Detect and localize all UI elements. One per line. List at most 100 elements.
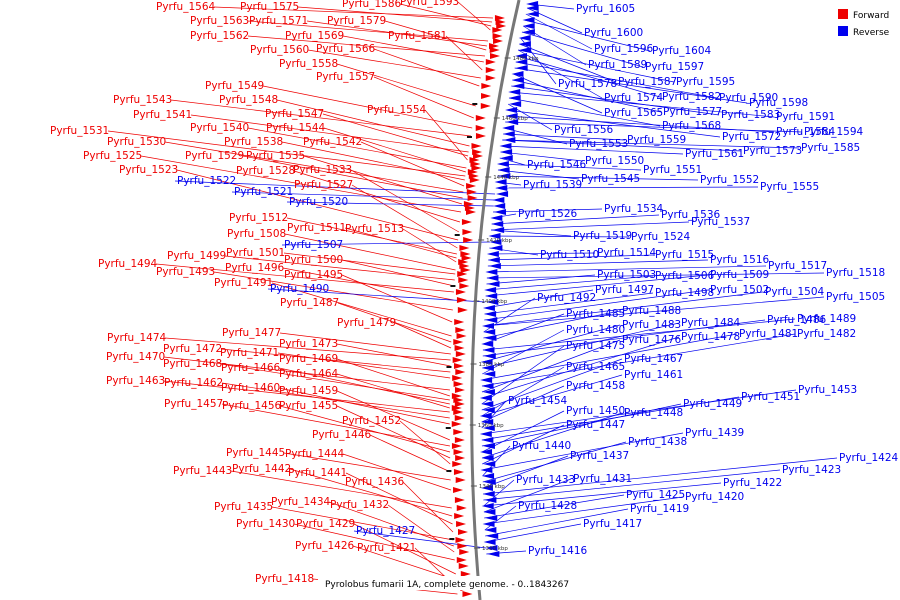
forward-feature-label[interactable]: Pyrfu_1499 (167, 250, 226, 262)
forward-feature-label[interactable]: Pyrfu_1529 (185, 150, 244, 162)
reverse-feature-label[interactable]: Pyrfu_1568 (662, 120, 721, 132)
forward-feature-label[interactable]: Pyrfu_1500 (284, 254, 343, 266)
reverse-feature-label[interactable]: Pyrfu_1552 (700, 174, 759, 186)
reverse-feature-label[interactable]: Pyrfu_1480 (566, 324, 625, 336)
reverse-feature-label[interactable]: Pyrfu_1574 (604, 92, 664, 104)
reverse-feature-label[interactable]: Pyrfu_1584 (776, 126, 836, 138)
forward-feature-label[interactable]: Pyrfu_1474 (107, 332, 167, 344)
forward-feature-label[interactable]: Pyrfu_1579 (327, 15, 386, 27)
reverse-feature-label[interactable]: Pyrfu_1486 (767, 314, 827, 326)
reverse-feature-label[interactable]: Pyrfu_1520 (289, 196, 348, 208)
forward-feature-label[interactable]: Pyrfu_1566 (316, 43, 376, 55)
forward-feature-label[interactable]: Pyrfu_1470 (106, 351, 165, 363)
reverse-feature-label[interactable]: Pyrfu_1417 (583, 518, 642, 530)
reverse-feature-label[interactable]: Pyrfu_1458 (566, 380, 625, 392)
reverse-feature-label[interactable]: Pyrfu_1526 (518, 208, 578, 220)
reverse-feature-label[interactable]: Pyrfu_1465 (566, 361, 625, 373)
reverse-feature-label[interactable]: Pyrfu_1519 (573, 230, 632, 242)
forward-feature-label[interactable]: Pyrfu_1479 (337, 317, 396, 329)
reverse-feature-label[interactable]: Pyrfu_1437 (570, 450, 629, 462)
forward-feature-label[interactable]: Pyrfu_1455 (279, 400, 338, 412)
forward-feature-label[interactable]: Pyrfu_1586 (342, 0, 402, 10)
reverse-feature-label[interactable]: Pyrfu_1597 (645, 61, 704, 73)
reverse-feature-label[interactable]: Pyrfu_1440 (512, 440, 571, 452)
reverse-feature-label[interactable]: Pyrfu_1551 (643, 164, 702, 176)
reverse-feature-label[interactable]: Pyrfu_1424 (839, 452, 899, 464)
reverse-feature-label[interactable]: Pyrfu_1451 (741, 391, 800, 403)
forward-feature-label[interactable]: Pyrfu_1581 (388, 30, 447, 42)
forward-feature-label[interactable]: Pyrfu_1496 (225, 262, 285, 274)
forward-feature-label[interactable]: Pyrfu_1511 (287, 222, 346, 234)
reverse-feature-label[interactable]: Pyrfu_1438 (628, 436, 687, 448)
forward-feature-label[interactable]: Pyrfu_1530 (107, 136, 166, 148)
reverse-feature-label[interactable]: Pyrfu_1478 (681, 331, 740, 343)
reverse-feature-label[interactable]: Pyrfu_1534 (604, 203, 664, 215)
forward-feature-label[interactable]: Pyrfu_1418 (255, 573, 314, 585)
reverse-feature-label[interactable]: Pyrfu_1514 (597, 247, 657, 259)
reverse-feature-label[interactable]: Pyrfu_1488 (622, 305, 681, 317)
reverse-feature-label[interactable]: Pyrfu_1577 (663, 106, 722, 118)
forward-feature-label[interactable]: Pyrfu_1541 (133, 109, 192, 121)
reverse-feature-label[interactable]: Pyrfu_1539 (523, 179, 582, 191)
reverse-feature-label[interactable]: Pyrfu_1447 (566, 419, 625, 431)
forward-feature-label[interactable]: Pyrfu_1564 (156, 1, 216, 13)
forward-feature-label[interactable]: Pyrfu_1456 (222, 400, 282, 412)
reverse-feature-label[interactable]: Pyrfu_1598 (749, 97, 808, 109)
forward-feature-label[interactable]: Pyrfu_1538 (224, 136, 283, 148)
forward-feature-label[interactable]: Pyrfu_1525 (83, 150, 142, 162)
forward-feature-label[interactable]: Pyrfu_1495 (284, 269, 343, 281)
reverse-feature-label[interactable]: Pyrfu_1555 (760, 181, 819, 193)
reverse-feature-label[interactable]: Pyrfu_1448 (624, 407, 683, 419)
forward-feature-label[interactable]: Pyrfu_1457 (164, 398, 223, 410)
forward-feature-label[interactable]: Pyrfu_1468 (163, 358, 222, 370)
forward-feature-label[interactable]: Pyrfu_1542 (303, 136, 362, 148)
reverse-feature-label[interactable]: Pyrfu_1585 (801, 142, 860, 154)
reverse-feature-label[interactable]: Pyrfu_1475 (566, 340, 625, 352)
reverse-feature-label[interactable]: Pyrfu_1582 (662, 91, 721, 103)
reverse-feature-label[interactable]: Pyrfu_1600 (584, 27, 643, 39)
reverse-feature-label[interactable]: Pyrfu_1578 (558, 78, 617, 90)
reverse-feature-label[interactable]: Pyrfu_1596 (594, 43, 654, 55)
reverse-feature-label[interactable]: Pyrfu_1522 (177, 175, 236, 187)
reverse-feature-label[interactable]: Pyrfu_1497 (595, 284, 654, 296)
reverse-feature-label[interactable]: Pyrfu_1546 (527, 159, 587, 171)
reverse-feature-label[interactable]: Pyrfu_1454 (508, 395, 568, 407)
reverse-feature-label[interactable]: Pyrfu_1515 (655, 249, 714, 261)
forward-feature-label[interactable]: Pyrfu_1432 (330, 499, 389, 511)
forward-feature-label[interactable]: Pyrfu_1548 (219, 94, 278, 106)
reverse-feature-label[interactable]: Pyrfu_1594 (804, 126, 864, 138)
reverse-feature-label[interactable]: Pyrfu_1502 (710, 284, 769, 296)
forward-feature-label[interactable]: Pyrfu_1442 (232, 463, 291, 475)
reverse-feature-label[interactable]: Pyrfu_1517 (768, 260, 827, 272)
forward-feature-label[interactable]: Pyrfu_1528 (236, 165, 295, 177)
forward-feature-label[interactable]: Pyrfu_1435 (214, 501, 273, 513)
forward-feature-label[interactable]: Pyrfu_1426 (295, 540, 355, 552)
forward-feature-label[interactable]: Pyrfu_1593 (400, 0, 459, 8)
reverse-feature-label[interactable]: Pyrfu_1482 (797, 328, 856, 340)
forward-feature-label[interactable]: Pyrfu_1491 (214, 277, 273, 289)
forward-feature-label[interactable]: Pyrfu_1563 (190, 15, 249, 27)
forward-feature-label[interactable]: Pyrfu_1444 (285, 448, 345, 460)
reverse-feature-label[interactable]: Pyrfu_1572 (722, 131, 781, 143)
reverse-feature-label[interactable]: Pyrfu_1504 (765, 286, 825, 298)
forward-feature-label[interactable]: Pyrfu_1466 (221, 362, 281, 374)
reverse-feature-label[interactable]: Pyrfu_1498 (655, 287, 714, 299)
reverse-feature-label[interactable]: Pyrfu_1524 (631, 231, 691, 243)
reverse-feature-label[interactable]: Pyrfu_1506 (655, 270, 715, 282)
forward-feature-label[interactable]: Pyrfu_1558 (279, 58, 338, 70)
reverse-feature-label[interactable]: Pyrfu_1422 (723, 477, 782, 489)
forward-feature-label[interactable]: Pyrfu_1469 (279, 353, 338, 365)
forward-feature-label[interactable]: Pyrfu_1554 (367, 104, 427, 116)
forward-feature-label[interactable]: Pyrfu_1544 (266, 122, 326, 134)
reverse-feature-label[interactable]: Pyrfu_1521 (234, 186, 293, 198)
forward-feature-label[interactable]: Pyrfu_1443 (173, 465, 232, 477)
reverse-feature-label[interactable]: Pyrfu_1485 (566, 308, 625, 320)
forward-feature-label[interactable]: Pyrfu_1452 (342, 415, 401, 427)
forward-feature-label[interactable]: Pyrfu_1560 (250, 44, 309, 56)
reverse-feature-label[interactable]: Pyrfu_1431 (573, 473, 632, 485)
reverse-feature-label[interactable]: Pyrfu_1591 (776, 111, 835, 123)
reverse-feature-label[interactable]: Pyrfu_1505 (826, 291, 885, 303)
reverse-feature-label[interactable]: Pyrfu_1510 (540, 249, 599, 261)
forward-feature-label[interactable]: Pyrfu_1571 (249, 15, 308, 27)
forward-feature-label[interactable]: Pyrfu_1557 (316, 71, 375, 83)
